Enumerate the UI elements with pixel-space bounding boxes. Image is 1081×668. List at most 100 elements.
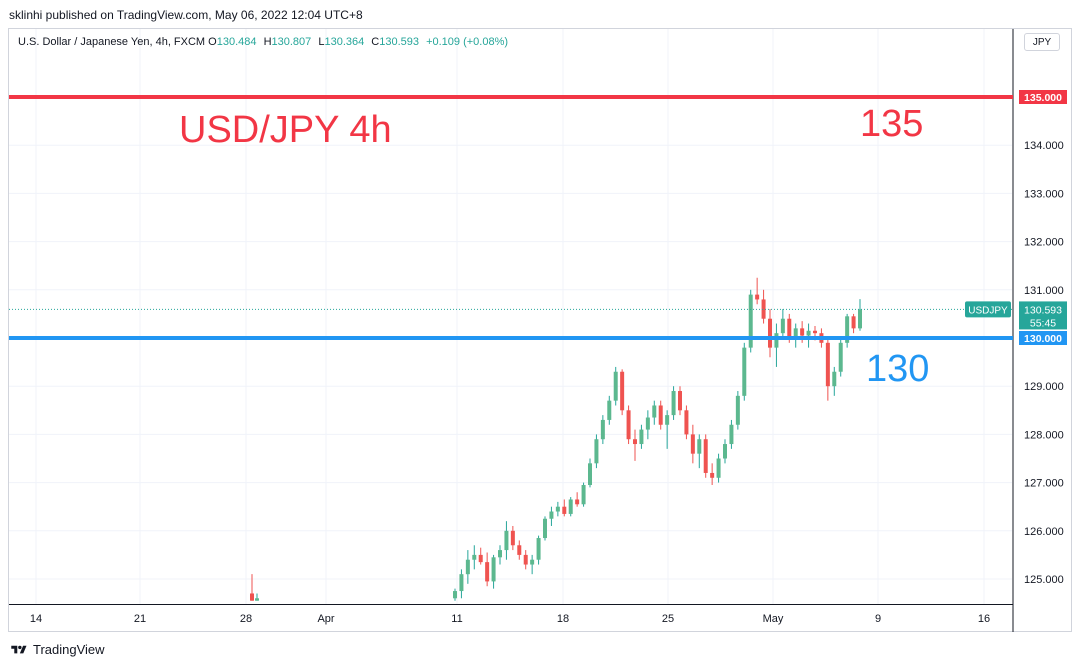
candle-body: [678, 391, 682, 411]
low-value: 130.364: [324, 36, 365, 48]
candle-up: [465, 550, 470, 584]
x-tick-label: Apr: [317, 613, 334, 625]
candle-down: [851, 313, 856, 334]
candle-body: [555, 506, 560, 512]
candle-body: [607, 400, 612, 420]
x-tick-label: 16: [978, 613, 990, 625]
candle-body: [581, 485, 586, 505]
y-tick-label: 129.000: [1024, 381, 1064, 393]
candle-body: [710, 472, 715, 478]
candle-up: [504, 521, 509, 560]
x-tick-label: 9: [875, 613, 881, 625]
candle-body: [787, 318, 792, 338]
candle-up: [748, 289, 753, 353]
candle-body: [485, 562, 490, 582]
candle-down: [485, 552, 490, 587]
candle-up: [838, 338, 843, 377]
candle-down: [690, 424, 695, 464]
level-price-tag: [1019, 90, 1067, 104]
candle-body: [620, 371, 625, 411]
candle-down: [825, 338, 830, 401]
candle-body: [536, 538, 541, 560]
change-value: +0.109 (+0.08%): [426, 36, 509, 48]
candle-body: [703, 439, 708, 473]
candle-down: [633, 429, 637, 461]
close-label: C: [371, 36, 380, 48]
candle-up: [472, 545, 477, 570]
top-bar: sklinhi published on TradingView.com, Ma…: [0, 0, 1081, 28]
candle-body: [755, 294, 760, 300]
y-tick-label: 134.000: [1024, 140, 1064, 152]
candle-body: [800, 328, 805, 336]
candle-body: [761, 299, 766, 319]
candle-body: [613, 371, 618, 401]
candle-down: [626, 405, 631, 445]
currency-button[interactable]: JPY: [1024, 33, 1060, 51]
candle-body: [453, 591, 457, 599]
candle-down: [575, 492, 580, 507]
low-label: L: [318, 36, 325, 48]
candle-body: [793, 328, 798, 338]
candle-body: [523, 554, 528, 565]
candle-body: [690, 434, 695, 454]
candle-down: [658, 400, 663, 430]
candle-up: [543, 516, 547, 541]
candle-down: [250, 574, 254, 601]
candle-up: [793, 323, 798, 348]
y-tick-label: 126.000: [1024, 526, 1064, 538]
candle-body: [665, 415, 670, 425]
candle-up: [255, 593, 259, 601]
candle-up: [600, 415, 605, 445]
x-tick-label: 14: [30, 613, 42, 625]
candle-up: [581, 482, 586, 507]
countdown-value: 55:45: [1030, 317, 1056, 329]
candle-body: [639, 429, 644, 445]
candle-up: [742, 342, 747, 401]
candle-up: [671, 386, 676, 420]
candle-body: [671, 391, 676, 416]
candle-down: [523, 550, 528, 570]
open-value: 130.484: [216, 36, 257, 48]
candle-body: [832, 371, 837, 387]
level-price-label: 130.000: [1024, 333, 1062, 345]
candle-body: [575, 499, 580, 505]
candle-up: [639, 424, 644, 449]
candle-down: [768, 309, 772, 358]
candle-up: [806, 323, 811, 348]
candle-body: [684, 410, 689, 435]
candle-up: [697, 434, 702, 469]
candle-body: [780, 318, 785, 334]
candle-up: [723, 439, 727, 464]
symbol-tag-label: USDJPY: [968, 305, 1008, 316]
candle-body: [600, 419, 605, 440]
candle-body: [504, 530, 509, 551]
y-tick-label: 132.000: [1024, 237, 1064, 249]
candle-body: [774, 333, 779, 348]
candle-down: [761, 289, 766, 324]
candle-body: [491, 557, 496, 582]
candle-up: [613, 366, 618, 406]
candle-up: [729, 419, 734, 449]
candle-up: [832, 366, 837, 396]
candle-body: [465, 559, 470, 575]
candle-up: [555, 501, 560, 517]
candles: [250, 277, 862, 601]
candle-up: [716, 453, 721, 483]
candle-down: [562, 499, 567, 517]
candle-body: [729, 424, 734, 445]
candle-up: [845, 313, 850, 348]
candle-up: [774, 323, 779, 367]
candle-body: [748, 294, 753, 348]
candle-body: [543, 518, 547, 539]
candle-body: [459, 574, 464, 592]
published-info: sklinhi published on TradingView.com, Ma…: [9, 8, 363, 22]
symbol-description: U.S. Dollar / Japanese Yen, 4h, FXCM: [18, 36, 206, 48]
candle-up: [530, 554, 535, 575]
title-annotation: USD/JPY 4h: [179, 109, 392, 151]
candle-down: [510, 525, 515, 551]
chart-frame: [8, 28, 1072, 632]
y-tick-label: 125.000: [1024, 574, 1064, 586]
candle-up: [607, 395, 612, 425]
candle-body: [825, 342, 830, 387]
